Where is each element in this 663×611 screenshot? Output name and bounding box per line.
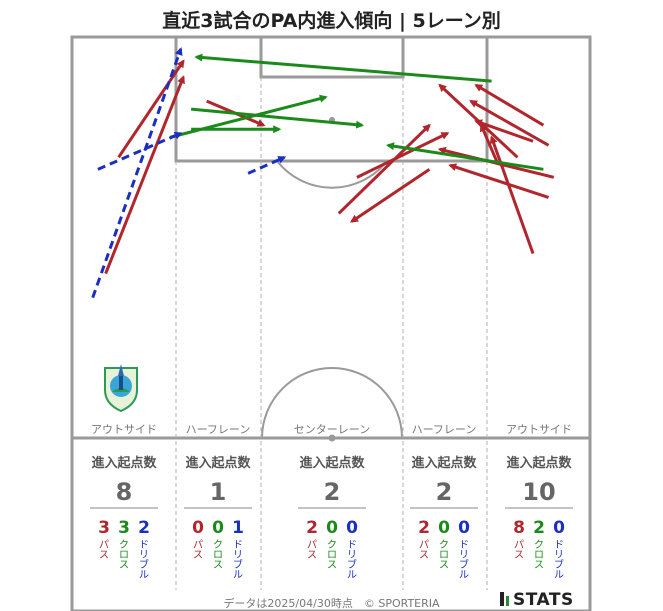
stat-head: 進入起点数 [185, 455, 251, 471]
pass-arrow [474, 83, 545, 127]
cross-arrow [386, 142, 544, 171]
footer-note: データは2025/04/30時点 © SPORTERIA [223, 597, 440, 610]
dribble-count: 0 [458, 518, 470, 538]
stat-total: 2 [436, 478, 453, 506]
brand-mark-icon [500, 592, 504, 606]
cross-arrow [194, 53, 492, 83]
pass-type-label: パス [514, 539, 524, 561]
pass-type-label: パス [193, 539, 203, 561]
pass-count: 8 [513, 518, 525, 538]
penalty-arc [276, 160, 388, 189]
centre-circle [261, 367, 403, 439]
pass-arrow [117, 59, 185, 159]
team-crest-icon [104, 364, 138, 413]
stat-total: 8 [116, 478, 133, 506]
stat-total: 1 [210, 478, 227, 506]
cross-count: 0 [212, 518, 224, 538]
lane-label: ハーフレーン [412, 423, 477, 436]
dribble-arrow [97, 131, 183, 171]
pass-arrow [356, 131, 450, 179]
dribble-type-label: ドリブル [459, 540, 469, 581]
pass-arrow [104, 75, 185, 275]
brand-logo: STATS [500, 590, 574, 610]
dribble-count: 0 [553, 518, 565, 538]
centre-spot [328, 434, 336, 442]
pass-type-label: パス [99, 539, 109, 561]
stat-head: 進入起点数 [91, 455, 157, 471]
stat-total: 10 [522, 478, 555, 506]
pass-count: 3 [98, 518, 110, 538]
brand-name: STATS [513, 590, 574, 610]
cross-count: 2 [533, 518, 545, 538]
lane-4: アウトサイド 進入起点数 10 8 2 0 [505, 423, 573, 538]
cross-type-label: クロス [534, 539, 544, 571]
cross-arrow [170, 94, 328, 139]
cross-type-label: クロス [213, 539, 223, 571]
dribble-type-label: ドリブル [554, 540, 564, 581]
stat-head: 進入起点数 [411, 455, 477, 471]
dribble-arrow [91, 47, 183, 299]
pass-count: 2 [306, 518, 318, 538]
lane-stats: アウトサイド 進入起点数 8 3 3 2 ハーフレーン 進入起点数 1 0 0 … [90, 423, 573, 538]
goal-area [259, 35, 405, 79]
stat-total: 2 [324, 478, 341, 506]
chart-title: 直近3試合のPA内進入傾向 | 5レーン別 [162, 10, 501, 32]
cross-count: 0 [326, 518, 338, 538]
cross-type-label: クロス [439, 539, 449, 571]
type-labels: パスクロスドリブルパスクロスドリブルパスクロスドリブルパスクロスドリブルパスクロ… [99, 539, 564, 581]
pass-arrow [479, 123, 499, 162]
stat-head: 進入起点数 [506, 455, 572, 471]
dribble-count: 2 [138, 518, 150, 538]
cross-type-label: クロス [119, 539, 129, 571]
stat-head: 進入起点数 [299, 455, 365, 471]
lane-label: センターレーン [294, 423, 370, 436]
dribble-type-label: ドリブル [233, 540, 243, 581]
cross-count: 3 [118, 518, 130, 538]
cross-type-label: クロス [327, 539, 337, 571]
pass-arrow [474, 119, 534, 143]
pass-arrow [448, 163, 550, 199]
dribble-count: 0 [346, 518, 358, 538]
dribble-type-label: ドリブル [139, 540, 149, 581]
pass-type-label: パス [307, 539, 317, 561]
cross-count: 0 [438, 518, 450, 538]
pass-arrow [350, 168, 431, 223]
pass-count: 0 [192, 518, 204, 538]
penalty-area [174, 35, 489, 163]
pass-count: 2 [418, 518, 430, 538]
pass-arrow [489, 135, 535, 255]
brand-mark-accent-icon [506, 596, 509, 606]
pass-arrow [469, 99, 550, 147]
pass-arrow [337, 123, 431, 215]
pass-type-label: パス [419, 539, 429, 561]
lane-label: アウトサイド [91, 423, 157, 436]
cross-arrow [190, 107, 365, 129]
lane-1: ハーフレーン 進入起点数 1 0 0 1 [184, 423, 252, 538]
dribble-arrow [247, 155, 287, 175]
lane-3: ハーフレーン 進入起点数 2 2 0 0 [410, 423, 478, 538]
entry-arrows [91, 47, 555, 299]
lane-label: ハーフレーン [186, 423, 251, 436]
dribble-count: 1 [232, 518, 244, 538]
dribble-type-label: ドリブル [347, 540, 357, 581]
lane-2: センターレーン 進入起点数 2 2 0 0 [294, 423, 370, 538]
lane-0: アウトサイド 進入起点数 8 3 3 2 [90, 423, 158, 538]
lane-label: アウトサイド [506, 423, 572, 436]
